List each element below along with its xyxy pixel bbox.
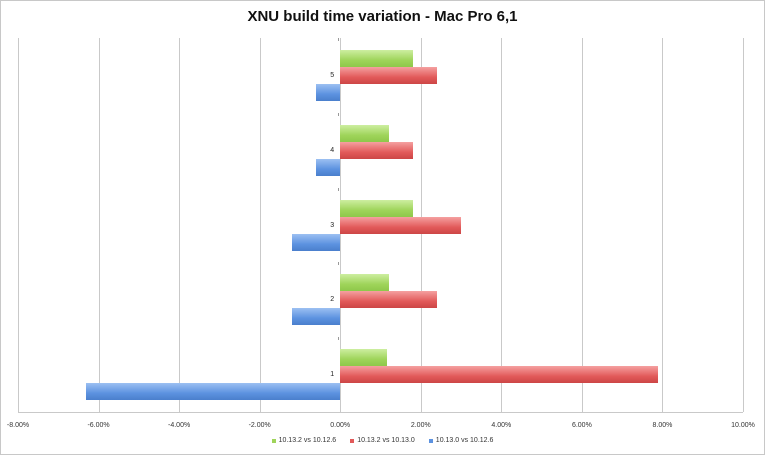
bar (340, 349, 387, 367)
x-tick-label: 8.00% (652, 422, 673, 429)
x-tick-label: 2.00% (410, 422, 431, 429)
category-tick (338, 337, 340, 341)
category-tick (338, 187, 340, 191)
category-label: 5 (330, 71, 335, 79)
bar (340, 291, 437, 309)
category-tick (338, 112, 340, 116)
x-tick-label: 4.00% (491, 422, 512, 429)
legend-label: 10.13.2 vs 10.12.6 (278, 437, 337, 444)
legend: 10.13.2 vs 10.12.6 10.13.2 vs 10.13.0 10.1… (0, 437, 765, 444)
plot-area: 1 2 3 4 5 (18, 38, 744, 413)
gridline (743, 38, 744, 412)
category-label: 2 (330, 296, 335, 304)
bar (86, 383, 341, 401)
legend-label: 10.13.2 vs 10.13.0 (357, 437, 415, 444)
bar (340, 216, 462, 234)
bar (340, 49, 413, 67)
legend-label: 10.13.0 vs 10.12.6 (435, 437, 494, 444)
chart-title: XNU build time variation - Mac Pro 6,1 (247, 8, 518, 25)
gridline (501, 38, 503, 412)
legend-swatch-icon (428, 438, 433, 443)
gridline (259, 38, 261, 412)
x-tick-label: 6.00% (571, 422, 592, 429)
bar (340, 66, 437, 84)
category-label: 4 (330, 146, 335, 154)
bar (291, 308, 341, 326)
legend-item: 10.13.2 vs 10.12.6 (271, 437, 337, 444)
legend-item: 10.13.2 vs 10.13.0 (350, 437, 415, 444)
legend-swatch-icon (350, 438, 355, 443)
x-axis-line (18, 412, 743, 413)
x-tick-label: 10.00% (731, 422, 755, 429)
x-tick-label: 0.00% (330, 422, 351, 429)
x-tick-label: -6.00% (87, 422, 110, 429)
legend-swatch-icon (271, 438, 276, 443)
gridline (179, 38, 181, 412)
x-tick-label: -4.00% (168, 422, 191, 429)
gridline (18, 38, 19, 412)
bar (291, 233, 341, 251)
bar (316, 83, 341, 101)
bar (340, 124, 389, 142)
legend-item: 10.13.0 vs 10.12.6 (428, 437, 494, 444)
category-label: 1 (330, 371, 335, 379)
gridline (581, 38, 583, 412)
bar (340, 274, 389, 292)
gridline (662, 38, 664, 412)
bar (340, 366, 659, 384)
x-tick-label: -8.00% (6, 422, 30, 429)
gridline (98, 38, 100, 412)
category-label: 3 (330, 221, 335, 229)
category-tick (338, 38, 340, 41)
bar (340, 141, 413, 159)
bar (316, 158, 341, 176)
x-tick-label: -2.00% (248, 422, 271, 429)
category-tick (338, 262, 340, 266)
bar (340, 199, 413, 217)
